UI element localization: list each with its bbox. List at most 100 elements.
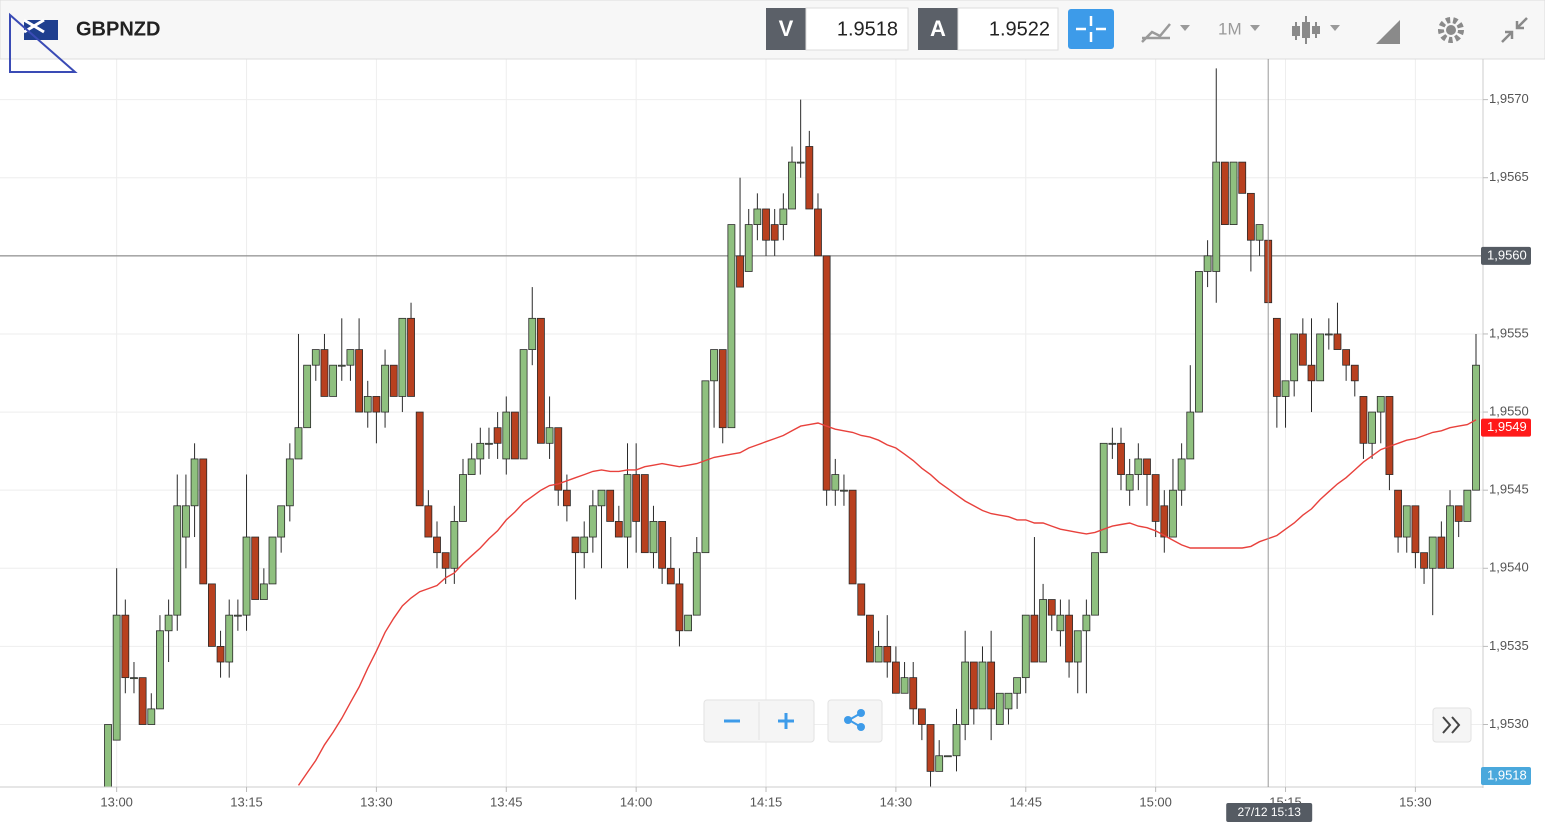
candle-body	[1203, 255, 1212, 272]
crosshair-button[interactable]	[1068, 9, 1114, 49]
candle-body	[909, 677, 918, 710]
x-tick-label: 15:30	[1399, 794, 1432, 809]
candle-body	[640, 474, 649, 554]
ma-price-label-box	[1481, 418, 1531, 437]
candle-body	[329, 364, 338, 397]
candle-body	[1307, 364, 1316, 382]
candle-body	[597, 489, 606, 507]
candle-body	[623, 474, 632, 538]
bid-button[interactable]	[766, 8, 806, 50]
candle-body	[891, 661, 900, 694]
candle-body	[658, 521, 667, 569]
candle-body	[1324, 333, 1333, 336]
candle-body	[485, 442, 493, 445]
candle-body	[649, 521, 658, 554]
candle-body	[1082, 614, 1091, 632]
candle-body	[424, 505, 433, 538]
candle-body	[147, 708, 156, 725]
x-tick-label: 14:30	[880, 794, 913, 809]
x-tick-label: 14:15	[750, 794, 783, 809]
candle-body	[130, 677, 138, 680]
draw-icon[interactable]	[1376, 20, 1400, 44]
candle-body	[121, 614, 130, 679]
candle-body	[1437, 536, 1446, 569]
candle-body	[632, 474, 641, 522]
candle-body	[1333, 333, 1342, 350]
y-tick-label: 1,9545	[1489, 482, 1529, 497]
settings-icon[interactable]	[1438, 17, 1464, 43]
candle-body	[562, 489, 571, 507]
candles-icon-body	[1302, 22, 1310, 38]
candle-body	[225, 614, 234, 663]
candle-body	[614, 521, 623, 538]
candle-body	[1246, 192, 1255, 241]
candle-body	[511, 411, 519, 460]
corner-triangle	[9, 12, 78, 73]
candle-body	[1143, 458, 1151, 475]
chart-type-icon[interactable]	[1141, 23, 1171, 43]
candle-body	[433, 536, 441, 554]
candle-body	[372, 396, 381, 413]
candle-body	[1350, 364, 1359, 382]
candle-body	[1316, 333, 1325, 382]
candle-body	[987, 661, 996, 710]
candle-body	[285, 458, 294, 507]
candle-body	[753, 208, 762, 225]
candle-body	[718, 349, 727, 429]
candle-body	[606, 489, 615, 522]
candle-body	[182, 505, 190, 538]
candle-body	[104, 724, 112, 788]
candle-body	[156, 630, 164, 710]
collapse-icon[interactable]	[1501, 17, 1528, 43]
candle-body	[1151, 474, 1160, 522]
candle-body	[311, 349, 320, 366]
candle-body	[1229, 161, 1238, 225]
moving-average	[297, 419, 1477, 786]
candle-body	[1134, 458, 1143, 475]
candle-body	[580, 536, 589, 554]
x-tick-label: 13:15	[230, 794, 263, 809]
y-tick-label: 1,9555	[1489, 325, 1529, 340]
candle-body	[762, 208, 770, 241]
candle-body	[268, 536, 277, 585]
candle-body	[1169, 489, 1177, 538]
candle-body	[476, 442, 485, 460]
candle-body	[874, 645, 883, 663]
scroll-right-button[interactable]	[1432, 707, 1472, 743]
y-tick-label: 1,9570	[1489, 91, 1529, 106]
candle-body	[710, 349, 718, 382]
candle-body	[1454, 505, 1463, 522]
candles-icon-body	[1292, 26, 1300, 36]
crosshair-icon	[1076, 16, 1106, 42]
candle-body	[337, 364, 346, 367]
candle-body	[1446, 505, 1454, 569]
dropdown-caret	[1180, 25, 1190, 31]
y-tick-label: 1,9565	[1489, 169, 1529, 184]
candle-body	[666, 567, 675, 585]
candle-body	[1472, 364, 1480, 491]
ma-price-label: 1,9549	[1487, 419, 1527, 434]
candle-body	[450, 521, 459, 569]
candle-body	[701, 380, 710, 554]
ask-button[interactable]	[918, 8, 958, 50]
candle-body	[926, 724, 935, 772]
candle-body	[545, 427, 554, 444]
candle-body	[1272, 317, 1281, 397]
candle-body	[692, 552, 701, 616]
candle-body	[883, 645, 892, 663]
candle-body	[355, 349, 363, 413]
candle-body	[381, 364, 389, 413]
dropdown-caret	[1330, 25, 1340, 31]
share-button[interactable]	[827, 699, 883, 743]
candle-body	[866, 614, 874, 663]
candle-body	[1108, 442, 1117, 445]
candle-body	[277, 505, 286, 538]
x-tick-label: 13:45	[490, 794, 523, 809]
candle-body	[822, 255, 831, 491]
candle-body	[1021, 614, 1030, 679]
candle-body	[571, 536, 580, 554]
candle-body	[1030, 614, 1039, 663]
interval-button[interactable]: 1M	[1218, 19, 1242, 38]
candles-icon-body	[1312, 26, 1320, 34]
zoom-in-button[interactable]	[778, 713, 794, 729]
